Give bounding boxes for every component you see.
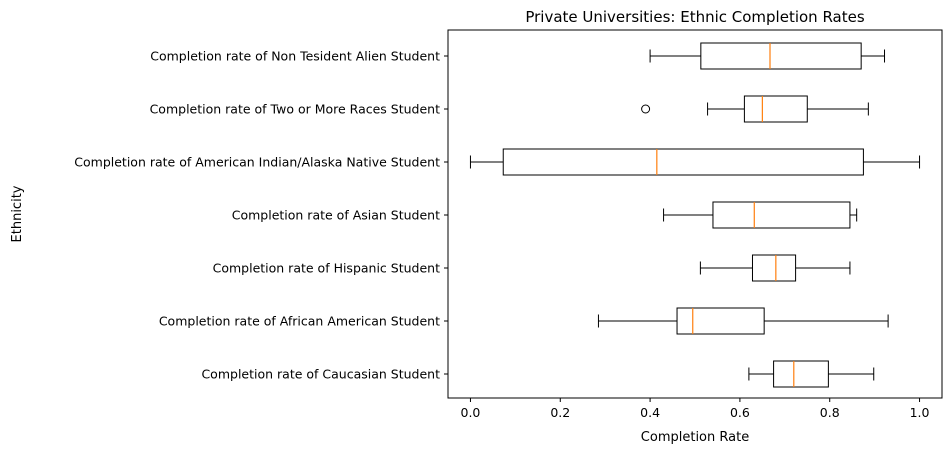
x-axis-label: Completion Rate bbox=[641, 430, 749, 445]
box-group bbox=[641, 95, 869, 123]
y-tick-label: Completion rate of African American Stud… bbox=[159, 314, 440, 329]
box-group bbox=[649, 42, 886, 70]
box-marks bbox=[469, 42, 921, 388]
x-axis-ticks: 0.0 0.2 0.4 0.6 0.8 1.0 bbox=[461, 398, 930, 420]
x-tick-label: 0.2 bbox=[550, 405, 570, 420]
y-axis-label: Ethnicity bbox=[10, 185, 25, 242]
x-tick-label: 1.0 bbox=[910, 405, 930, 420]
plot-background bbox=[448, 30, 942, 398]
iqr-box bbox=[773, 360, 829, 388]
x-tick-label: 0.6 bbox=[730, 405, 750, 420]
x-tick-label: 0.8 bbox=[820, 405, 840, 420]
iqr-box bbox=[712, 201, 851, 229]
y-tick-label: Completion rate of Non Tesident Alien St… bbox=[150, 49, 440, 64]
x-tick-label: 0.0 bbox=[461, 405, 481, 420]
iqr-box bbox=[502, 148, 864, 176]
chart-title: Private Universities: Ethnic Completion … bbox=[525, 8, 865, 26]
y-tick-label: Completion rate of Hispanic Student bbox=[213, 261, 440, 276]
box-group bbox=[663, 201, 858, 229]
iqr-box bbox=[700, 42, 862, 70]
iqr-box bbox=[676, 307, 765, 335]
box-group bbox=[748, 360, 875, 388]
box-group bbox=[597, 307, 889, 335]
iqr-box bbox=[751, 254, 797, 282]
box-group bbox=[469, 148, 921, 176]
y-tick-label: Completion rate of Caucasian Student bbox=[201, 367, 440, 382]
y-axis-ticks: Completion rate of Caucasian Student Comp… bbox=[74, 49, 448, 382]
y-tick-label: Completion rate of Two or More Races Stu… bbox=[150, 102, 441, 117]
y-tick-label: Completion rate of Asian Student bbox=[232, 208, 440, 223]
outlier-point bbox=[641, 104, 651, 114]
y-tick-label: Completion rate of American Indian/Alask… bbox=[74, 155, 440, 170]
iqr-box bbox=[743, 95, 808, 123]
plot-frame bbox=[447, 29, 943, 399]
x-tick-label: 0.4 bbox=[640, 405, 660, 420]
box-group bbox=[699, 254, 851, 282]
